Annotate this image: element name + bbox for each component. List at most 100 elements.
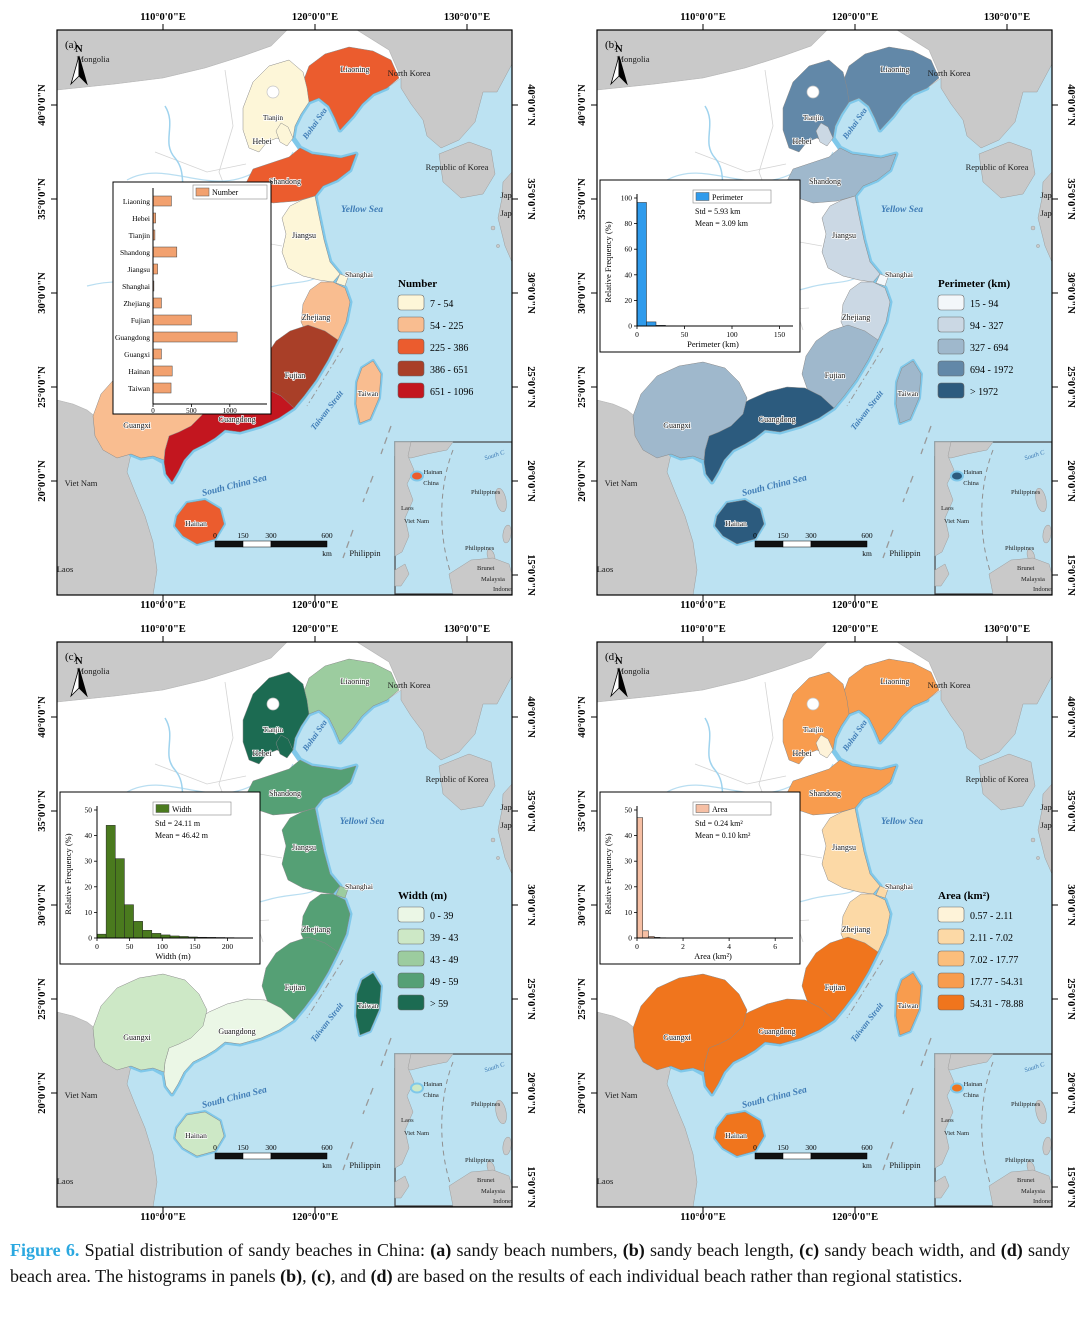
japan-island <box>1036 856 1040 860</box>
inset-tick-label: 100 <box>726 330 738 339</box>
minimap-label-viet-nam: Viet Nam <box>944 1130 969 1137</box>
inset-minimap: Hainan China South C Laos Viet Nam Phili… <box>394 441 512 595</box>
inset-category-label: Shanghai <box>122 282 150 291</box>
province-tianjin <box>275 122 294 147</box>
inset-bar <box>152 365 173 377</box>
inset-tick-label: 50 <box>681 330 689 339</box>
legend-label: 0.57 - 2.11 <box>970 911 1013 922</box>
japan-island <box>1030 225 1036 231</box>
label-republic-of-korea: Republic of Korea <box>426 774 489 784</box>
legend-swatch <box>397 994 425 1011</box>
minimap-philippines-island <box>502 1136 512 1156</box>
province-tianjin <box>815 734 834 759</box>
label-mongolia: Mongolia <box>616 666 649 676</box>
panel-letter: (a) <box>65 39 78 51</box>
maritime-dash-line <box>902 475 914 503</box>
scalebar-0: 0 <box>753 531 757 540</box>
inset-bar <box>142 930 153 939</box>
minimap-philippines-island <box>1035 487 1047 513</box>
japan-land <box>1037 171 1052 263</box>
inset-chart: 0 10 20 30 40 50 0 2 4 6 Area (km²) Relative Freque… <box>599 791 801 965</box>
label-guangxi: Guangxi <box>123 421 151 430</box>
legend-swatch <box>397 928 425 945</box>
legend-swatch <box>397 316 425 333</box>
caption-segment: sandy beach length, <box>644 1240 800 1260</box>
left-tick-label: 25°0'0"N <box>37 366 48 408</box>
label-japan-2: Japan <box>500 208 520 218</box>
inset-tick-label: 20 <box>85 882 93 891</box>
caption-segment: (b) <box>622 1240 645 1260</box>
north-arrow-right <box>78 667 88 698</box>
legend-label: 49 - 59 <box>430 977 458 988</box>
map-panel: 110°0'0"E 120°0'0"E 130°0'0"E 110°0'0"E … <box>577 624 1076 1223</box>
label-guangdong: Guangdong <box>758 1027 795 1036</box>
legend-title: Area (km²) <box>938 890 990 902</box>
inset-box <box>112 181 272 415</box>
left-tick-label: 35°0'0"N <box>37 790 48 832</box>
minimap-label-malaysia: Malaysia <box>481 576 505 583</box>
south-korea-land <box>978 141 1036 199</box>
inset-std: Std = 0.24 km² <box>695 819 743 828</box>
minimap-label-brunei: Brunei <box>477 565 495 572</box>
inset-category-label: Tianjin <box>129 231 151 240</box>
inset-bar <box>646 321 657 327</box>
caption-segment: Figure 6. <box>10 1240 80 1260</box>
right-tick-label: 40°0'0"N <box>1065 84 1076 126</box>
legend-swatch <box>937 950 965 967</box>
inset-tick-label: 0 <box>151 407 155 415</box>
interior-province-border <box>694 151 787 173</box>
south-korea-land <box>978 753 1036 811</box>
caption-segment: (b) <box>280 1265 303 1286</box>
minimap-hainan <box>410 470 424 482</box>
inset-std: Std = 5.93 km <box>695 207 741 216</box>
inset-x-label: Perimeter (km) <box>687 339 739 349</box>
scalebar-segment <box>810 540 868 548</box>
scalebar-segment <box>214 1152 244 1160</box>
inset-category-label: Fujian <box>131 316 150 325</box>
axis-ticks: 110°0'0"E 120°0'0"E 130°0'0"E 110°0'0"E … <box>577 12 1076 611</box>
japan-island <box>496 856 500 860</box>
label-taiwan: Taiwan <box>358 390 379 398</box>
label-jiangsu: Jiangsu <box>832 843 856 852</box>
legend-swatch <box>937 928 965 945</box>
minimap-label-brunei: Brunei <box>1017 565 1035 572</box>
scalebar-segment <box>810 1152 868 1160</box>
label-japan-2: Japan <box>1040 208 1060 218</box>
scalebar-300: 300 <box>265 1143 277 1152</box>
scalebar-150: 150 <box>237 531 249 540</box>
province-hainan <box>174 499 225 545</box>
label-japan-1: Japan <box>500 802 520 812</box>
maritime-dash-line <box>882 529 894 559</box>
province-jiangsu <box>281 195 341 283</box>
figure-grid: 110°0'0"E 120°0'0"E 130°0'0"E 110°0'0"E … <box>37 12 1076 1223</box>
legend-label: 17.77 - 54.31 <box>970 977 1023 988</box>
label-shanghai: Shanghai <box>345 882 373 891</box>
inset-tick-label: 4 <box>727 942 731 951</box>
north-arrow-right <box>618 667 628 698</box>
inset-tick-label: 0 <box>635 330 639 339</box>
inset-category-label: Hainan <box>128 367 150 376</box>
legend-swatch <box>397 360 425 377</box>
inset-tick-label: 60 <box>625 245 633 254</box>
inset-mean: Mean = 46.42 m <box>155 831 209 840</box>
inset-category-label: Guangxi <box>124 350 150 359</box>
province-fujian <box>261 936 339 1021</box>
left-tick-label: 40°0'0"N <box>37 84 48 126</box>
right-tick-label: 35°0'0"N <box>1065 790 1076 832</box>
legend-label: > 59 <box>430 999 448 1010</box>
inset-category-label: Shandong <box>120 248 150 257</box>
legend-swatch <box>937 972 965 989</box>
label-hainan: Hainan <box>725 1131 747 1140</box>
label-fujian: Fujian <box>285 983 305 992</box>
legend-swatch <box>397 972 425 989</box>
inset-legend-label: Number <box>212 188 239 197</box>
province-guangxi <box>92 973 208 1073</box>
scale-bar: 0 150 300 600 km <box>753 1143 873 1170</box>
top-tick-label: 110°0'0"E <box>680 12 726 23</box>
label-taiwan: Taiwan <box>898 1002 919 1010</box>
province-jiangsu <box>821 195 881 283</box>
minimap-borneo-land <box>988 557 1052 595</box>
caption-segment: (a) <box>430 1240 452 1260</box>
label-yellow-sea: Yellow Sea <box>881 205 923 215</box>
map-panel: 110°0'0"E 120°0'0"E 130°0'0"E 110°0'0"E … <box>577 12 1076 611</box>
